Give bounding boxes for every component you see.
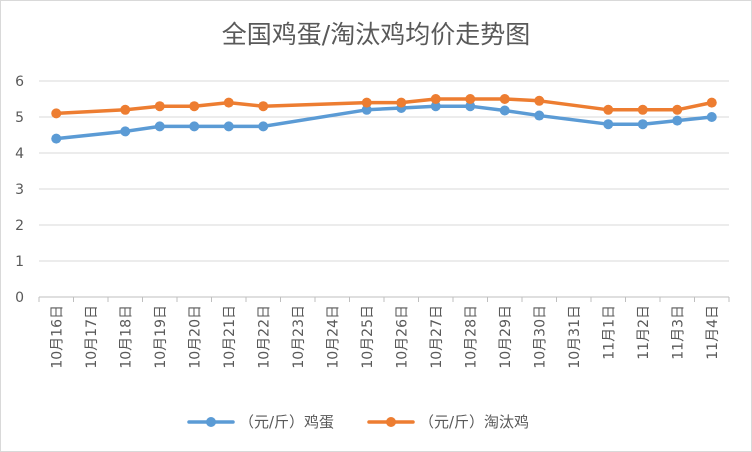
data-point (706, 97, 717, 108)
y-tick-label: 3 (15, 182, 24, 198)
x-tick-label: 10月16日 (49, 305, 65, 369)
x-tick-label: 10月27日 (429, 305, 445, 369)
x-tick-label: 10月24日 (325, 305, 341, 369)
x-tick-label: 10月23日 (291, 305, 307, 369)
x-tick-label: 11月2日 (636, 305, 652, 360)
data-point (430, 101, 441, 112)
y-tick-label: 5 (15, 110, 24, 126)
data-point (223, 97, 234, 108)
data-point (499, 105, 510, 116)
data-point (603, 119, 614, 130)
y-tick-label: 2 (15, 218, 24, 234)
data-point (154, 121, 165, 132)
x-tick-label: 10月20日 (187, 305, 203, 369)
x-tick-label: 10月28日 (463, 305, 479, 369)
data-point (672, 104, 683, 115)
data-point (189, 101, 200, 112)
data-point (361, 104, 372, 115)
data-point (258, 121, 269, 132)
data-point (499, 94, 510, 104)
data-point (534, 95, 545, 106)
x-tick-label: 11月3日 (670, 305, 686, 360)
data-point (154, 101, 165, 112)
series-line-2 (54, 97, 714, 116)
legend-label: （元/斤）淘汰鸡 (419, 413, 529, 431)
x-tick-label: 10月19日 (153, 305, 169, 369)
series-line-1 (54, 104, 714, 141)
data-point (189, 121, 200, 132)
x-tick-label: 10月25日 (360, 305, 376, 369)
data-point (223, 121, 234, 132)
data-point (637, 119, 648, 130)
x-tick-label: 10月31日 (567, 305, 583, 369)
data-point (51, 133, 62, 144)
data-point (430, 94, 441, 104)
y-tick-label: 0 (15, 290, 24, 306)
y-tick-label: 4 (15, 146, 24, 162)
data-point (120, 126, 131, 137)
data-point (706, 112, 717, 122)
chart-title: 全国鸡蛋/淘汰鸡均价走势图 (221, 20, 531, 49)
x-tick-label: 10月18日 (118, 305, 134, 369)
x-tick-label: 11月1日 (601, 305, 617, 360)
x-tick-label: 10月22日 (256, 305, 272, 369)
legend-swatch-marker (206, 417, 216, 427)
data-point (672, 115, 683, 126)
data-point (637, 104, 648, 115)
data-point (120, 104, 131, 115)
x-tick-label: 10月29日 (498, 305, 514, 369)
y-tick-label: 6 (15, 74, 24, 90)
x-tick-label: 11月4日 (705, 305, 721, 360)
x-tick-label: 10月26日 (394, 305, 410, 369)
data-point (465, 101, 476, 112)
data-point (603, 104, 614, 115)
legend-label: （元/斤）鸡蛋 (239, 413, 334, 431)
data-point (361, 97, 372, 108)
y-tick-label: 1 (15, 254, 24, 270)
x-tick-label: 10月17日 (84, 305, 100, 369)
data-point (465, 94, 476, 104)
data-point (51, 108, 62, 119)
x-tick-label: 10月21日 (222, 305, 238, 369)
data-point (534, 110, 545, 121)
data-point (396, 97, 407, 108)
data-point (258, 101, 269, 112)
legend-swatch-marker (386, 417, 396, 427)
x-tick-label: 10月30日 (532, 305, 548, 369)
